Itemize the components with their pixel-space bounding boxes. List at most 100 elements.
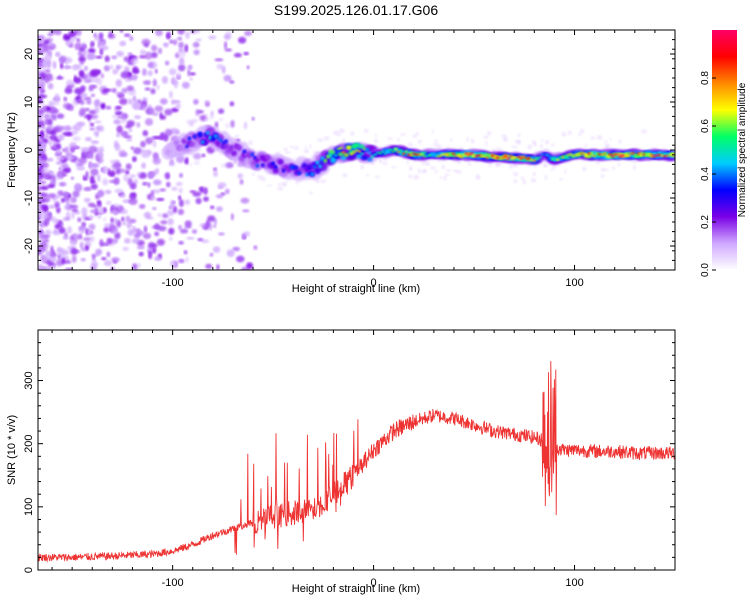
heatmap-cell [142,50,147,54]
heatmap-cell [103,217,107,222]
heatmap-cell [294,165,299,170]
heatmap-cell [65,39,70,46]
heatmap-cell [121,87,128,94]
heatmap-cell [97,214,102,219]
heatmap-cell [162,213,169,219]
heatmap-cell [232,246,241,252]
heatmap-cell [151,170,157,176]
heatmap-cell [83,186,92,192]
heatmap-cell [378,159,382,162]
heatmap-cell [124,33,131,37]
heatmap-cell [323,136,330,141]
heatmap-cell [219,138,223,143]
heatmap-cell [44,133,50,140]
heatmap-cell [38,34,46,41]
heatmap-cell [100,73,105,79]
x-tick-label: 100 [565,277,583,289]
heatmap-cell [58,182,67,187]
spectrogram-heatmap [38,30,675,270]
heatmap-cell [48,43,55,48]
heatmap-cell [112,114,117,119]
heatmap-cell [40,88,46,94]
heatmap-cell [195,197,202,205]
heatmap-cell [421,169,427,174]
heatmap-cell [532,171,536,177]
heatmap-cell [63,102,72,110]
snr-y-axis-label: SNR (10 * v/v) [6,415,18,485]
heatmap-cell [88,109,97,115]
heatmap-cell [193,160,200,165]
heatmap-cell [129,182,137,190]
heatmap-cell [488,163,492,167]
heatmap-cell [230,150,237,157]
heatmap-cell [260,163,265,167]
heatmap-cell [52,127,60,132]
heatmap-cell [223,74,232,82]
heatmap-cell [71,130,79,135]
heatmap-cell [141,38,151,46]
heatmap-cell [92,204,99,208]
heatmap-cell [373,139,379,143]
heatmap-cell [579,152,584,155]
heatmap-cell [66,79,74,88]
heatmap-cell [88,85,94,92]
heatmap-cell [179,173,183,178]
heatmap-cell [443,176,447,181]
heatmap-cell [140,140,146,148]
heatmap-cell [665,154,670,157]
heatmap-cell [125,169,130,175]
heatmap-cell [482,155,487,158]
heatmap-cell [55,259,63,267]
heatmap-cell [168,161,175,167]
heatmap-cell [87,229,92,236]
heatmap-cell [52,219,61,224]
heatmap-cell [45,229,52,236]
heatmap-cell [97,157,104,164]
heatmap-cell [175,103,181,109]
heatmap-cell [101,166,109,175]
heatmap-cell [363,128,369,133]
heatmap-cell [103,88,112,92]
heatmap-cell [84,197,91,203]
heatmap-cell [74,87,83,95]
heatmap-cell [40,255,49,264]
heatmap-cell [323,159,328,163]
heatmap-cell [96,125,104,132]
heatmap-cell [38,185,41,193]
heatmap-cell [217,182,227,188]
heatmap-cell [172,205,178,214]
heatmap-cell [95,131,99,138]
heatmap-cell [69,204,79,209]
heatmap-cell [193,98,199,105]
heatmap-cell [236,255,245,263]
heatmap-cell [391,150,396,153]
heatmap-cell [387,137,394,141]
heatmap-cell [189,77,193,81]
heatmap-cell [616,153,620,156]
heatmap-cell [90,140,99,144]
heatmap-cell [157,47,163,55]
heatmap-cell [641,129,647,134]
y-tick-label: -10 [23,190,35,206]
heatmap-cell [139,204,146,209]
heatmap-cell [175,181,183,187]
heatmap-cell [179,57,185,66]
heatmap-cell [534,165,537,168]
heatmap-cell [103,65,110,72]
heatmap-cell [204,118,210,122]
heatmap-cell [177,208,185,216]
heatmap-cell [164,60,170,66]
heatmap-cell [142,130,149,137]
heatmap-cell [46,157,54,162]
heatmap-cell [41,61,48,69]
heatmap-cell [122,221,126,226]
heatmap-cell [156,238,165,246]
heatmap-cell [428,154,432,157]
heatmap-cell [104,223,109,228]
heatmap-cell [495,162,500,167]
heatmap-cell [143,80,152,85]
heatmap-cell [407,153,411,157]
heatmap-cell [99,239,104,247]
heatmap-cell [564,169,567,174]
